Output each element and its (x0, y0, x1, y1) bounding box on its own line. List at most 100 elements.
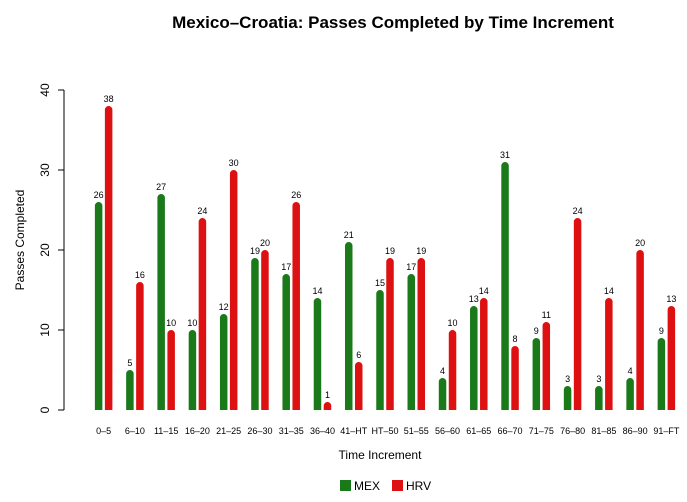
bar-hrv-16 (605, 298, 613, 410)
value-label-mex-14: 9 (534, 326, 539, 336)
value-label-mex-3: 10 (187, 318, 197, 328)
x-tick-label-3: 16–20 (185, 426, 210, 436)
bar-hrv-18 (667, 306, 676, 410)
value-label-hrv-8: 6 (356, 350, 361, 360)
value-label-mex-15: 3 (565, 374, 570, 384)
bar-mex-5 (251, 258, 259, 410)
x-tick-label-8: 41–HT (340, 426, 368, 436)
bars (94, 106, 676, 411)
bar-mex-3 (188, 330, 197, 410)
x-tick-label-4: 21–25 (216, 426, 241, 436)
bar-hrv-14 (542, 322, 551, 410)
bar-hrv-6 (292, 202, 300, 410)
value-label-mex-17: 4 (628, 366, 633, 376)
bar-mex-2 (157, 194, 165, 410)
bar-hrv-10 (417, 258, 426, 410)
x-tick-label-11: 56–60 (435, 426, 460, 436)
bar-hrv-11 (448, 330, 457, 410)
value-label-mex-10: 17 (406, 262, 416, 272)
bar-mex-0 (94, 202, 103, 410)
x-tick-label-18: 91–FT (653, 426, 680, 436)
bar-mex-6 (282, 274, 290, 410)
value-label-mex-6: 17 (281, 262, 291, 272)
y-tick-label: 0 (38, 406, 52, 413)
bar-mex-4 (219, 314, 228, 410)
x-tick-label-9: HT–50 (371, 426, 398, 436)
bar-hrv-7 (323, 402, 332, 410)
x-tick-label-15: 76–80 (560, 426, 585, 436)
bar-hrv-13 (511, 346, 519, 410)
value-label-hrv-6: 26 (291, 190, 301, 200)
bar-mex-12 (470, 306, 478, 410)
x-tick-labels: 0–5 6–10 11–15 16–20 21–25 26–30 31–35 36–40 41–… (96, 426, 680, 436)
value-label-mex-18: 9 (659, 326, 664, 336)
y-tick-label: 40 (38, 83, 52, 97)
x-tick-label-6: 31–35 (279, 426, 304, 436)
value-label-hrv-18: 13 (666, 294, 676, 304)
legend-swatch-mex (340, 480, 351, 491)
value-label-mex-9: 15 (375, 278, 385, 288)
bar-hrv-1 (136, 282, 144, 410)
legend: MEX HRV (340, 479, 431, 493)
x-tick-label-16: 81–85 (591, 426, 616, 436)
y-axis-label: Passes Completed (13, 190, 27, 291)
bar-mex-1 (126, 370, 134, 410)
bar-hrv-5 (261, 250, 269, 410)
bar-mex-10 (407, 274, 416, 410)
bar-mex-13 (501, 162, 509, 410)
value-label-mex-13: 31 (500, 150, 510, 160)
bar-mex-16 (595, 386, 603, 410)
x-tick-label-13: 66–70 (498, 426, 523, 436)
value-label-hrv-7: 1 (325, 390, 330, 400)
y-tick-label: 30 (38, 163, 52, 177)
legend-swatch-hrv (392, 480, 403, 491)
value-label-hrv-3: 24 (197, 206, 207, 216)
bar-mex-17 (626, 378, 634, 410)
value-label-mex-16: 3 (596, 374, 601, 384)
bar-hrv-3 (198, 218, 207, 410)
bar-mex-11 (438, 378, 447, 410)
x-tick-label-12: 61–65 (466, 426, 491, 436)
value-label-mex-0: 26 (94, 190, 104, 200)
value-label-hrv-5: 20 (260, 238, 270, 248)
x-tick-label-1: 6–10 (125, 426, 145, 436)
x-tick-label-2: 11–15 (154, 426, 178, 436)
value-label-hrv-14: 11 (542, 310, 551, 320)
value-label-mex-7: 14 (312, 286, 322, 296)
x-tick-label-0: 0–5 (96, 426, 111, 436)
bar-mex-14 (532, 338, 541, 410)
chart-title: Mexico–Croatia: Passes Completed by Time… (172, 13, 614, 32)
value-label-mex-8: 21 (344, 230, 354, 240)
y-axis: 0 10 20 30 40 (38, 83, 65, 413)
bar-mex-7 (313, 298, 322, 410)
value-label-mex-12: 13 (469, 294, 479, 304)
value-label-hrv-12: 14 (479, 286, 489, 296)
value-label-hrv-1: 16 (135, 270, 145, 280)
legend-label-hrv: HRV (406, 479, 431, 493)
value-label-hrv-2: 10 (166, 318, 176, 328)
value-label-hrv-4: 30 (229, 158, 239, 168)
value-label-hrv-0: 38 (104, 94, 114, 104)
y-tick-label: 20 (38, 243, 52, 257)
bar-hrv-4 (229, 170, 238, 410)
bar-hrv-15 (573, 218, 582, 410)
value-label-mex-2: 27 (156, 182, 166, 192)
bar-hrv-17 (636, 250, 644, 410)
bar-hrv-12 (480, 298, 488, 410)
legend-label-mex: MEX (354, 479, 380, 493)
x-tick-label-14: 71–75 (529, 426, 554, 436)
bar-mex-9 (376, 290, 384, 410)
value-label-hrv-15: 24 (573, 206, 583, 216)
value-label-mex-4: 12 (219, 302, 229, 312)
value-label-hrv-9: 19 (385, 246, 395, 256)
value-label-hrv-10: 19 (416, 246, 426, 256)
x-tick-label-17: 86–90 (623, 426, 648, 436)
value-label-hrv-13: 8 (513, 334, 518, 344)
value-label-hrv-16: 14 (604, 286, 614, 296)
value-label-mex-5: 19 (250, 246, 260, 256)
bar-mex-8 (344, 242, 353, 410)
bar-hrv-8 (354, 362, 363, 410)
bar-hrv-2 (167, 330, 175, 410)
